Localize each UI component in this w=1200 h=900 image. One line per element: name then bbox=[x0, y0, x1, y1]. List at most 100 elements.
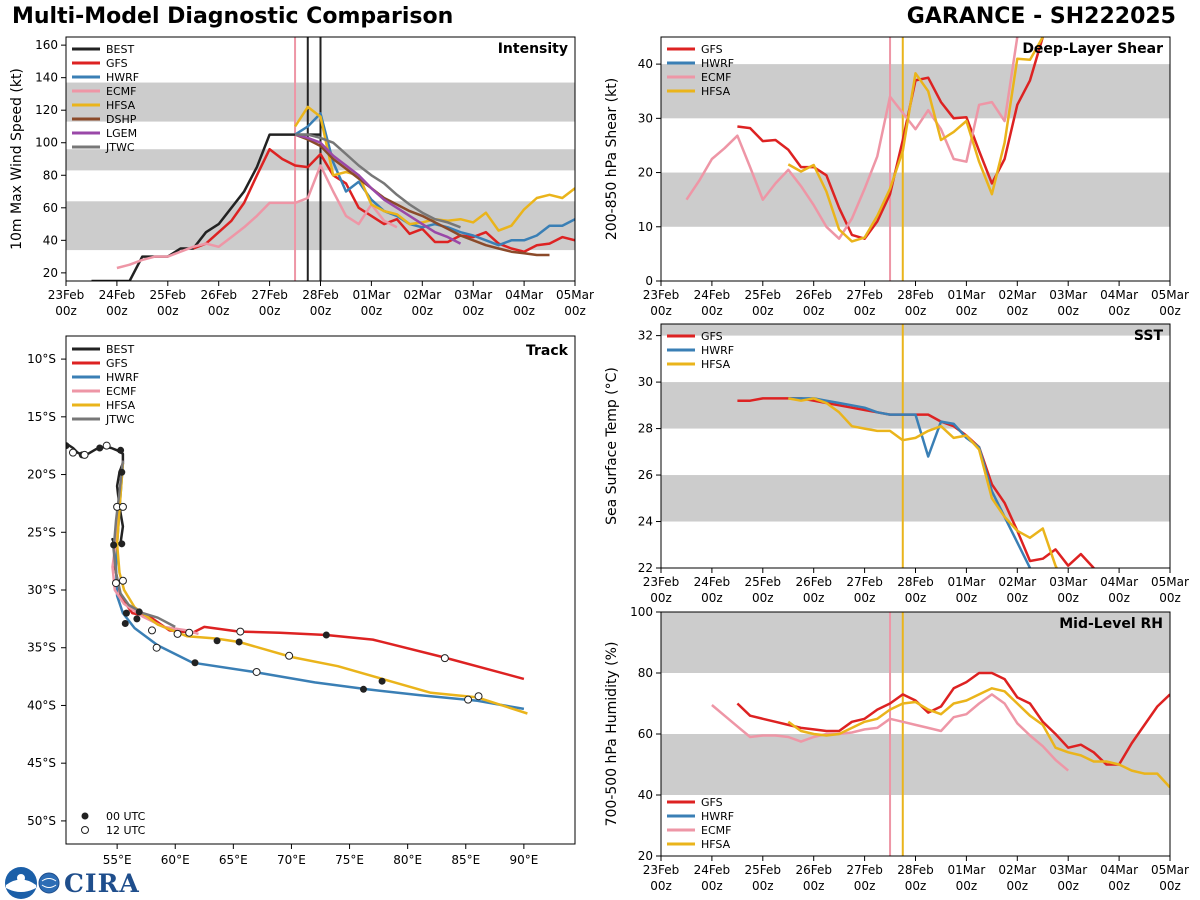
cira-wordmark: CIRA bbox=[64, 868, 140, 898]
panel-rh: 20 40 60 80 100 23Feb 00z 24Feb 00z 25Feb 00z 26Feb… bbox=[604, 605, 1189, 893]
x-tick-label: 24Feb bbox=[694, 288, 731, 302]
x-tick-label: 28Feb bbox=[897, 863, 934, 877]
y-tick-label: 40 bbox=[43, 233, 58, 247]
x-tick-label: 27Feb bbox=[846, 575, 883, 589]
y-tick-label: 120 bbox=[35, 103, 58, 117]
y-tick-label: 40 bbox=[638, 57, 653, 71]
x-tick-label: 28Feb bbox=[302, 288, 339, 302]
y-tick-label: 100 bbox=[35, 136, 58, 150]
x-tick-label: 25Feb bbox=[150, 288, 187, 302]
track-point-12utc bbox=[152, 643, 161, 652]
x-tick-label: 01Mar bbox=[947, 575, 985, 589]
panel-intensity: 20 40 60 80 100 120 140 160 23Feb 00z 24Feb 00z 25Fe… bbox=[9, 36, 594, 318]
y-tick-label: 15°S bbox=[27, 410, 56, 424]
x-tick-label: 00z bbox=[701, 879, 723, 893]
figure-title: Multi-Model Diagnostic Comparison bbox=[12, 4, 454, 29]
x-tick-label: 25Feb bbox=[745, 863, 782, 877]
legend-label: HFSA bbox=[701, 358, 731, 371]
x-tick-label: 55°E bbox=[103, 853, 132, 867]
track-point-12utc bbox=[285, 651, 294, 660]
x-tick-label: 00z bbox=[412, 304, 434, 318]
shaded-band bbox=[661, 324, 1170, 336]
track-point-12utc bbox=[102, 441, 111, 450]
track-point-12utc bbox=[111, 579, 120, 588]
x-tick-label: 02Mar bbox=[998, 288, 1036, 302]
track-point-00utc bbox=[122, 609, 130, 617]
x-tick-label: 03Mar bbox=[1049, 863, 1087, 877]
y-tick-label: 20°S bbox=[27, 468, 56, 482]
legend-label: HWRF bbox=[701, 344, 734, 357]
plot-area bbox=[66, 441, 528, 715]
panel-title: Intensity bbox=[498, 41, 568, 57]
y-tick-label: 20 bbox=[43, 266, 58, 280]
panel-title: SST bbox=[1134, 328, 1164, 344]
track-point-12utc bbox=[68, 448, 77, 457]
x-tick-label: 24Feb bbox=[99, 288, 136, 302]
shaded-band bbox=[661, 734, 1170, 795]
x-tick-label: 00z bbox=[564, 304, 586, 318]
panel-title: Deep-Layer Shear bbox=[1022, 41, 1163, 57]
x-tick-label: 05Mar bbox=[1151, 288, 1189, 302]
series-line-best bbox=[91, 133, 321, 281]
shaded-band bbox=[661, 172, 1170, 227]
x-tick-label: 00z bbox=[752, 304, 774, 318]
x-tick-label: 90°E bbox=[509, 853, 538, 867]
y-tick-label: 140 bbox=[35, 71, 58, 85]
x-tick-label: 00z bbox=[854, 591, 876, 605]
y-axis-label: Sea Surface Temp (°C) bbox=[604, 367, 620, 525]
legend-label: HFSA bbox=[701, 85, 731, 98]
plot-area bbox=[66, 37, 575, 281]
x-tick-label: 00z bbox=[1007, 591, 1029, 605]
x-tick-label: 00z bbox=[803, 304, 825, 318]
x-tick-label: 00z bbox=[1057, 304, 1079, 318]
x-tick-label: 00z bbox=[1108, 304, 1130, 318]
x-tick-label: 28Feb bbox=[897, 288, 934, 302]
x-tick-label: 26Feb bbox=[795, 288, 832, 302]
track-point-00utc bbox=[191, 659, 199, 667]
axes-frame bbox=[660, 323, 1171, 569]
x-tick-label: 04Mar bbox=[1100, 288, 1138, 302]
x-tick-label: 00z bbox=[905, 304, 927, 318]
legend-marker-12utc bbox=[81, 826, 89, 834]
x-tick-label: 03Mar bbox=[1049, 288, 1087, 302]
track-point-12utc bbox=[474, 692, 483, 701]
plot-area bbox=[661, 612, 1170, 856]
legend-label: HWRF bbox=[701, 57, 734, 70]
x-tick-label: 01Mar bbox=[947, 863, 985, 877]
x-tick-label: 00z bbox=[208, 304, 230, 318]
y-tick-label: 40°S bbox=[27, 698, 56, 712]
x-tick-label: 00z bbox=[361, 304, 383, 318]
x-tick-label: 00z bbox=[513, 304, 535, 318]
x-tick-label: 00z bbox=[803, 879, 825, 893]
legend-label: 12 UTC bbox=[106, 824, 146, 837]
y-tick-label: 28 bbox=[638, 422, 653, 436]
x-tick-label: 00z bbox=[905, 591, 927, 605]
legend-label: JTWC bbox=[105, 413, 135, 426]
y-tick-label: 30 bbox=[638, 111, 653, 125]
series-line-gfs bbox=[736, 671, 1170, 766]
y-tick-label: 30 bbox=[638, 375, 653, 389]
x-tick-label: 00z bbox=[1159, 879, 1181, 893]
x-tick-label: 01Mar bbox=[947, 288, 985, 302]
x-tick-label: 00z bbox=[1007, 304, 1029, 318]
track-point-00utc bbox=[96, 444, 104, 452]
series-line-dshp bbox=[294, 133, 550, 257]
x-tick-label: 26Feb bbox=[200, 288, 237, 302]
track-point-12utc bbox=[173, 629, 182, 638]
x-tick-label: 24Feb bbox=[694, 863, 731, 877]
x-tick-label: 00z bbox=[1159, 304, 1181, 318]
y-tick-label: 160 bbox=[35, 38, 58, 52]
legend-label: BEST bbox=[106, 43, 134, 56]
x-tick-label: 70°E bbox=[277, 853, 306, 867]
legend-label: BEST bbox=[106, 343, 134, 356]
x-tick-label: 00z bbox=[956, 304, 978, 318]
y-tick-label: 80 bbox=[638, 666, 653, 680]
track-line-gfs bbox=[113, 462, 525, 681]
panel-title: Mid-Level RH bbox=[1059, 616, 1163, 632]
x-tick-label: 26Feb bbox=[795, 863, 832, 877]
y-tick-label: 25°S bbox=[27, 525, 56, 539]
y-axis-label: 700-500 hPa Humidity (%) bbox=[604, 642, 620, 827]
x-tick-label: 00z bbox=[905, 879, 927, 893]
track-point-12utc bbox=[440, 654, 449, 663]
